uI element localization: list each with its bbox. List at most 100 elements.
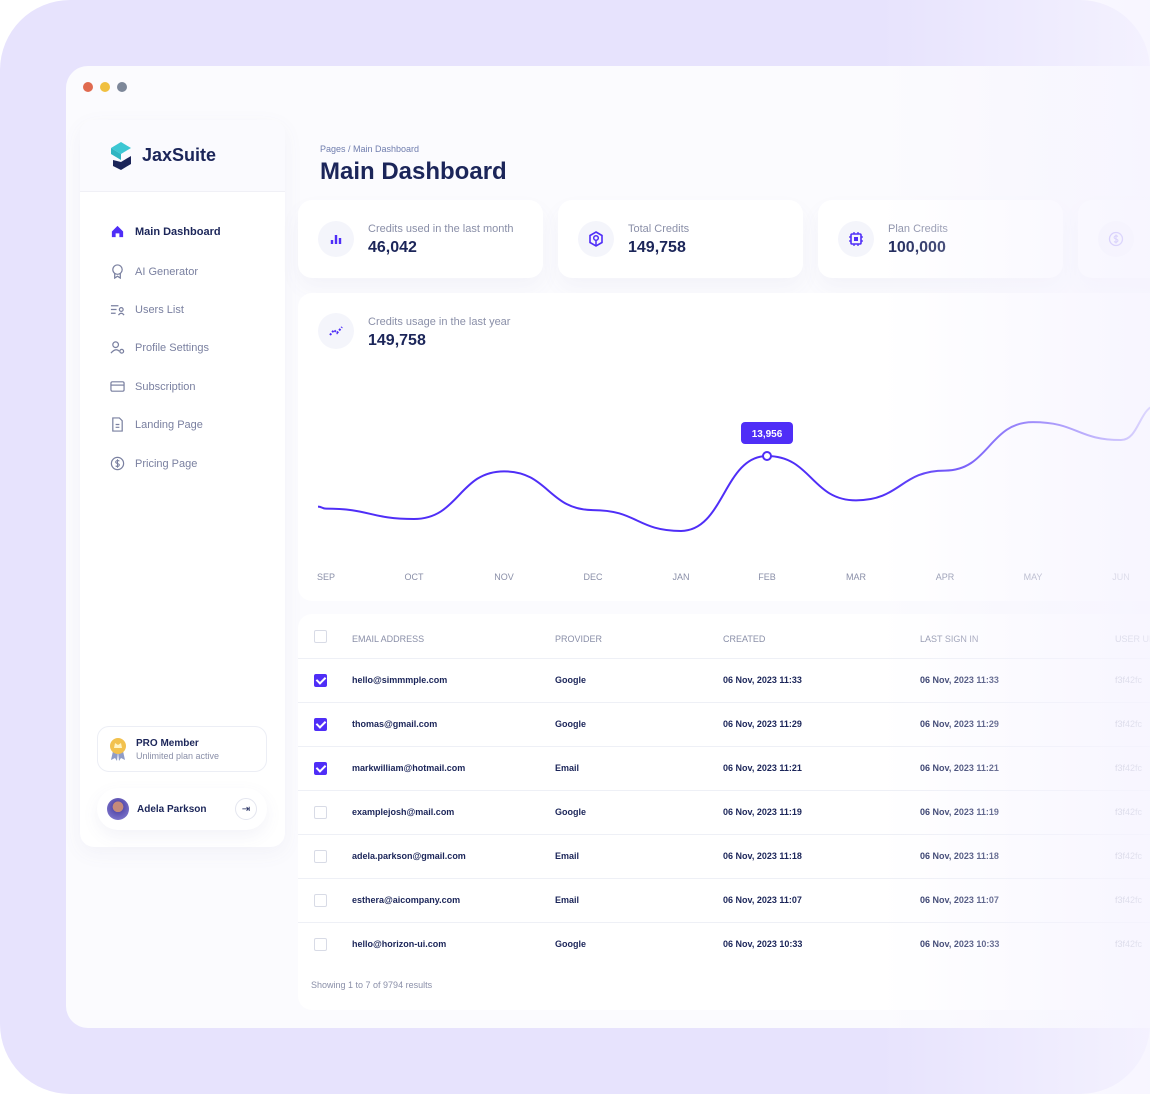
cell-created: 06 Nov, 2023 11:19 [723, 807, 802, 817]
series-line [317, 406, 1150, 532]
x-tick-label: JUN [1112, 572, 1130, 582]
stat-label: Credits used in the last month [368, 223, 514, 235]
avatar[interactable] [107, 798, 129, 820]
cell-provider: Email [555, 851, 580, 861]
row-checkbox[interactable] [314, 762, 327, 775]
cell-created: 06 Nov, 2023 11:21 [723, 763, 802, 773]
document-icon [112, 417, 123, 432]
sidebar-item-label: Profile Settings [135, 341, 209, 354]
cell-provider: Google [555, 807, 586, 817]
table-row[interactable]: examplejosh@mail.com Google 06 Nov, 2023 1… [298, 790, 1150, 834]
home-icon [111, 225, 124, 238]
row-checkbox[interactable] [314, 674, 327, 687]
sidebar-item-subscription[interactable]: Subscription [110, 379, 196, 394]
pro-subtitle: Unlimited plan active [136, 750, 220, 761]
user-settings-icon [110, 341, 125, 354]
logout-icon: ⇥ [241, 803, 251, 815]
cell-last: 06 Nov, 2023 11:29 [920, 719, 999, 729]
trend-icon [318, 313, 354, 349]
sidebar-item-label: Landing Page [135, 418, 203, 431]
users-list-icon [110, 305, 125, 316]
cell-last: 06 Nov, 2023 11:07 [920, 895, 999, 905]
user-name: Adela Parkson [137, 803, 207, 815]
stat-value: 100,000 [888, 239, 946, 256]
pro-member-card: PRO Member Unlimited plan active [97, 726, 267, 772]
bar-chart-icon [318, 221, 354, 257]
logo[interactable]: JaxSuite [80, 120, 285, 192]
row-checkbox[interactable] [314, 718, 327, 731]
x-tick-label: OCT [405, 572, 425, 582]
cell-email: examplejosh@mail.com [352, 807, 455, 817]
row-checkbox[interactable] [314, 894, 327, 907]
stat-label: Total Credits [628, 223, 690, 235]
select-all-checkbox[interactable] [314, 630, 327, 643]
app-name: JaxSuite [142, 145, 217, 165]
table-row[interactable]: adela.parkson@gmail.com Email 06 Nov, 2023… [298, 834, 1150, 878]
column-header[interactable]: LAST SIGN IN [920, 634, 979, 644]
minimize-window-button[interactable] [100, 82, 110, 92]
line-chart: SEP OCT NOV DEC JAN FEB MAR APR MAY JUN 13,956 [317, 406, 1150, 582]
cell-provider: Google [555, 939, 586, 949]
stat-card: Total Credits 149,758 [558, 200, 803, 278]
x-tick-label: MAR [846, 572, 867, 582]
sidebar-item-users-list[interactable]: Users List [110, 302, 184, 317]
stat-value: 46,042 [368, 239, 417, 256]
jaxsuite-logo-icon [111, 141, 131, 170]
table-row[interactable]: hello@simmmple.com Google 06 Nov, 2023 11:… [298, 658, 1150, 702]
x-tick-label: SEP [317, 572, 335, 582]
column-header[interactable]: PROVIDER [555, 634, 603, 644]
cell-uid: f3f42fc [1115, 807, 1143, 817]
row-checkbox[interactable] [314, 850, 327, 863]
cell-uid: f3f42fc [1115, 719, 1143, 729]
users-table: EMAIL ADDRESS PROVIDER CREATED LAST SIGN IN… [298, 614, 1150, 1010]
cell-provider: Email [555, 895, 580, 905]
stat-card: Credits used in the last month 46,042 [298, 200, 543, 278]
zoom-window-button[interactable] [117, 82, 127, 92]
cell-last: 06 Nov, 2023 11:18 [920, 851, 999, 861]
cell-uid: f3f42fc [1115, 895, 1143, 905]
sidebar-item-label: Pricing Page [135, 457, 198, 470]
row-checkbox[interactable] [314, 806, 327, 819]
close-window-button[interactable] [83, 82, 93, 92]
cell-uid: f3f42fc [1115, 851, 1143, 861]
cell-created: 06 Nov, 2023 10:33 [723, 939, 803, 949]
breadcrumb[interactable]: Pages / Main Dashboard [320, 144, 420, 154]
sidebar-item-pricing-page[interactable]: Pricing Page [110, 456, 197, 471]
sidebar-item-ai-generator[interactable]: AI Generator [110, 264, 198, 279]
cell-email: thomas@gmail.com [352, 719, 438, 729]
logout-button[interactable]: ⇥ [235, 798, 257, 820]
cell-created: 06 Nov, 2023 11:07 [723, 895, 802, 905]
table-row[interactable]: markwilliam@hotmail.com Email 06 Nov, 2023… [298, 746, 1150, 790]
user-card: Adela Parkson ⇥ [97, 788, 267, 830]
tooltip-box [741, 422, 793, 445]
stat-value: 149,758 [628, 239, 686, 256]
x-tick-label: FEB [758, 572, 776, 582]
table-row[interactable]: thomas@gmail.com Google 06 Nov, 2023 11:29… [298, 702, 1150, 746]
sidebar-item-label: AI Generator [135, 265, 198, 278]
sidebar-item-landing-page[interactable]: Landing Page [110, 417, 203, 432]
column-header[interactable]: USER UI [1115, 634, 1150, 644]
table-row[interactable]: esthera@aicompany.com Email 06 Nov, 2023 1… [298, 878, 1150, 922]
cell-created: 06 Nov, 2023 11:33 [723, 675, 802, 685]
row-checkbox[interactable] [314, 938, 327, 951]
chart-label: Credits usage in the last year [368, 316, 511, 328]
x-tick-label: JAN [672, 572, 689, 582]
chart-value: 149,758 [368, 332, 426, 349]
column-header[interactable]: EMAIL ADDRESS [352, 634, 425, 644]
highlight-point[interactable] [762, 451, 772, 462]
table-row[interactable]: hello@horizon-ui.com Google 06 Nov, 2023 1… [298, 922, 1150, 966]
award-icon [112, 264, 123, 279]
sidebar-item-main-dashboard[interactable]: Main Dashboard [110, 224, 221, 239]
cell-email: esthera@aicompany.com [352, 895, 461, 905]
sidebar-item-label: Users List [135, 303, 184, 316]
cell-provider: Email [555, 763, 580, 773]
table-footer: Showing 1 to 7 of 9794 results [311, 980, 433, 990]
cell-provider: Google [555, 719, 586, 729]
column-header[interactable]: CREATED [723, 634, 766, 644]
cell-last: 06 Nov, 2023 11:19 [920, 807, 999, 817]
sidebar-item-label: Main Dashboard [135, 225, 221, 238]
cell-last: 06 Nov, 2023 11:21 [920, 763, 999, 773]
pro-title: PRO Member [136, 737, 199, 749]
sidebar-item-profile-settings[interactable]: Profile Settings [110, 340, 209, 355]
app-window: JaxSuite Main Dashboard AI Generator Users… [66, 66, 1150, 1028]
